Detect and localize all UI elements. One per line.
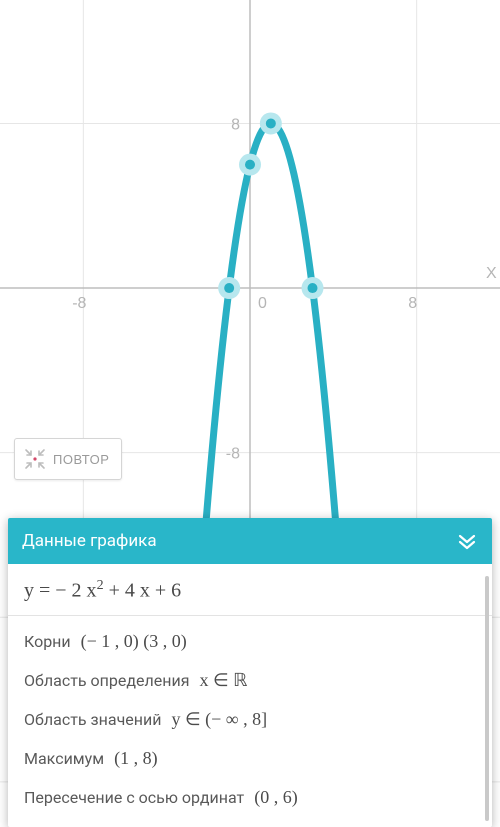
svg-text:8: 8 — [231, 116, 240, 133]
property-label: Область значений — [24, 710, 161, 729]
property-label: Максимум — [24, 749, 104, 768]
svg-text:8: 8 — [408, 295, 417, 312]
property-value: (− 1 , 0) (3 , 0) — [81, 631, 187, 652]
chevron-down-icon — [456, 530, 478, 552]
panel-title: Данные графика — [22, 531, 157, 551]
property-value: (1 , 8) — [114, 748, 158, 769]
repeat-button-label: ПОВТОР — [53, 452, 109, 467]
properties-list: Корни (− 1 , 0) (3 , 0) Область определени… — [8, 616, 492, 827]
property-row: Область значений y ∈ (− ∞ , 8] — [24, 700, 476, 739]
svg-text:X: X — [486, 265, 497, 282]
property-row: Корни (− 1 , 0) (3 , 0) — [24, 622, 476, 661]
repeat-button[interactable]: ПОВТОР — [14, 438, 122, 480]
property-row: Область определения x ∈ ℝ — [24, 661, 476, 700]
property-label: Корни — [24, 632, 71, 651]
property-label: Область определения — [24, 671, 189, 690]
property-row: Максимум (1 , 8) — [24, 739, 476, 778]
svg-text:-8: -8 — [72, 295, 86, 312]
property-label: Пересечение с осью ординат — [24, 788, 244, 807]
svg-text:-8: -8 — [226, 446, 240, 463]
scrollbar[interactable] — [485, 576, 489, 821]
panel-header[interactable]: Данные графика — [8, 518, 492, 564]
property-value: x ∈ ℝ — [199, 670, 247, 691]
collapse-icon — [23, 447, 47, 471]
property-value: y ∈ (− ∞ , 8] — [171, 709, 267, 730]
svg-text:0: 0 — [258, 295, 267, 312]
equation-display: y = − 2 x2 + 4 x + 6 — [8, 564, 492, 616]
property-value: (0 , 6) — [254, 787, 298, 808]
property-row: Пересечение с осью ординат (0 , 6) — [24, 778, 476, 817]
graph-data-panel: Данные графика y = − 2 x2 + 4 x + 6 Корн… — [8, 518, 492, 827]
